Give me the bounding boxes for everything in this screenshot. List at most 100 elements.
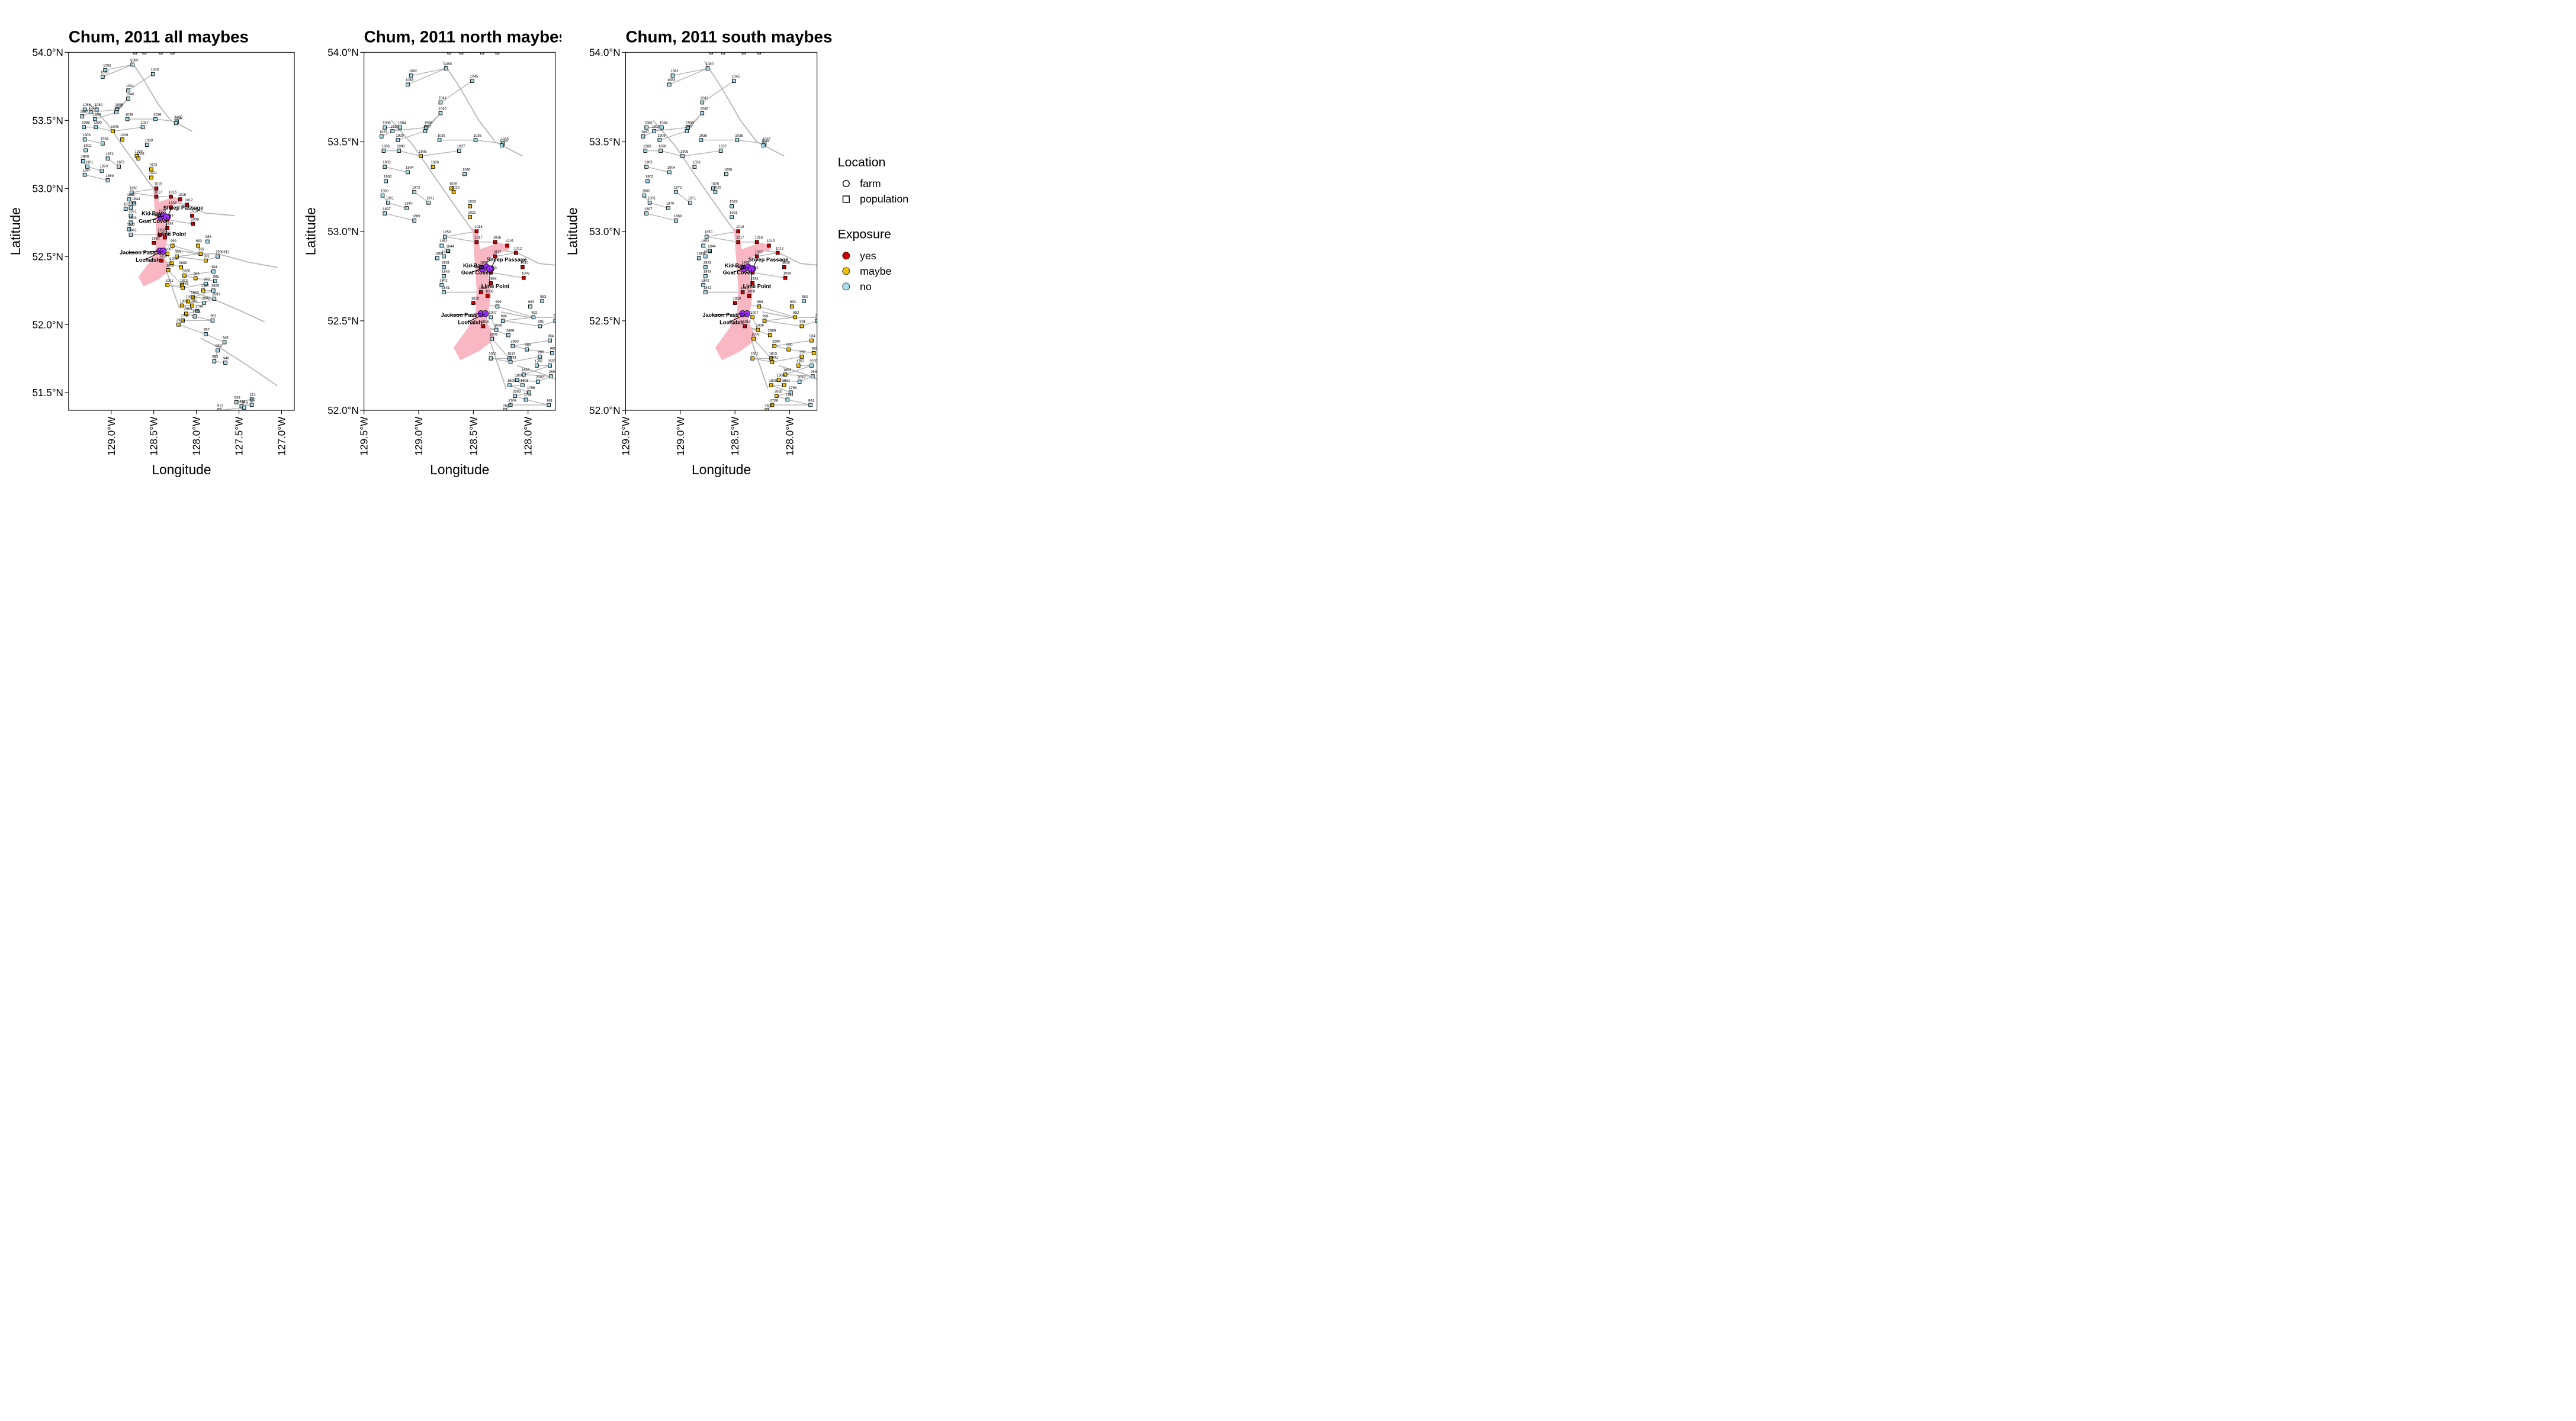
population-957 [204,332,208,336]
farm-leader-line [733,265,744,269]
population-label-1025: 1025 [136,153,144,156]
population-label-1045: 1045 [732,75,740,79]
population-949 [563,432,566,435]
population-label-1870: 1870 [404,202,413,206]
population-label-1006: 1006 [756,324,764,327]
farm-leader-line [128,250,160,253]
population-label-1903: 1903 [83,134,91,137]
population-label-1871: 1871 [117,161,125,165]
population-1900 [380,193,385,198]
population-label-1803: 1803 [783,369,792,372]
population-1023 [468,204,473,208]
population-961 [808,403,812,407]
population-label-1910: 1910 [652,126,660,129]
x-tick-label: 129.0°W [413,416,425,456]
population-label-1820: 1820 [471,297,480,301]
population-1041 [126,88,130,93]
population-label-1872: 1872 [105,153,114,156]
population-1030 [462,172,467,176]
population-label-1016: 1016 [493,236,502,240]
population-label-1037: 1037 [140,121,149,125]
population-label-953: 953 [212,356,219,359]
population-1037 [140,125,145,130]
population-1902 [645,179,650,184]
population-label-918: 918 [242,402,249,406]
population-1030 [724,172,728,176]
population-label-1010: 1010 [521,261,529,265]
population-1001 [489,356,493,361]
population-label-983: 983 [205,236,212,239]
population-label-1007: 1007 [165,248,174,252]
panel-title: Chum, 2011 north maybes [364,27,568,46]
y-tick-label: 52.0°N [589,405,620,416]
population-label-2687: 2687 [765,404,773,408]
population-1842 [701,283,705,287]
population-1068 [741,52,746,54]
population-label-1897: 1897 [644,208,653,211]
population-label-7990611: 7990611 [553,315,567,319]
population-1087 [379,134,384,139]
population-2683 [513,394,517,398]
farm-leader-line [150,213,161,218]
population-985 [811,351,816,355]
population-1034 [174,121,178,126]
population-label-1086: 1086 [83,104,91,107]
population-953 [550,457,553,461]
population-2708 [770,403,775,407]
population-label-1080: 1080 [444,63,452,66]
population-1083 [667,82,672,87]
population-label-1836: 1836 [159,210,167,214]
population-label-1907: 1907 [685,126,693,129]
population-label-2683: 2683 [184,308,192,311]
population-1900 [81,159,85,163]
population-7990611 [815,319,817,323]
population-label-1870: 1870 [99,165,108,169]
population-1037 [718,149,723,153]
population-label-1909: 1909 [93,113,101,117]
population-1843 [129,220,133,225]
population-label-1007: 1007 [489,311,497,315]
legend-exposure-title: Exposure [838,227,891,242]
population-1086 [383,126,387,130]
population-1036 [735,138,740,142]
population-label-2708: 2708 [181,315,189,319]
population-1820 [733,301,737,305]
population-990 [799,355,804,359]
population-label-1797: 1797 [535,360,543,364]
population-1902 [83,148,88,153]
x-tick-label: 128.0°W [523,416,534,456]
x-tick-label: 128.5°W [730,416,741,456]
population-1869 [105,178,110,182]
population-1001 [165,283,170,287]
population-label-985: 985 [812,348,818,351]
population-1897 [644,211,648,216]
population-label-1907: 1907 [114,107,123,110]
population-2692 [202,301,206,305]
farm-label: Sheep Passage [163,205,204,211]
population-1072 [171,52,175,54]
population-label-2691: 2691 [509,356,517,360]
population-1087 [80,114,85,118]
population-label-985: 985 [213,275,220,279]
x-tick-label: 127.5°W [234,416,245,456]
population-label-1037: 1037 [457,145,465,149]
population-label-992: 992 [793,311,799,315]
population-label-1842: 1842 [701,279,709,283]
population-label-1034: 1034 [500,140,508,143]
population-1009 [783,276,788,280]
population-label-1015: 1015 [767,240,775,243]
farm-leader-line [728,313,747,323]
population-label-1852: 1852 [127,194,135,197]
population-label-1057: 1057 [142,47,150,50]
population-1816 [743,324,747,329]
population-label-949: 949 [824,428,830,432]
population-label-1090: 1090 [659,145,667,149]
population-1086 [82,107,87,112]
population-label-1844: 1844 [446,245,454,249]
population-label-1009: 1009 [783,272,792,276]
population-998 [500,319,505,323]
population-1080 [444,66,448,70]
population-label-1900: 1900 [81,156,89,159]
population-1855 [123,207,128,211]
population-1037 [457,149,461,153]
